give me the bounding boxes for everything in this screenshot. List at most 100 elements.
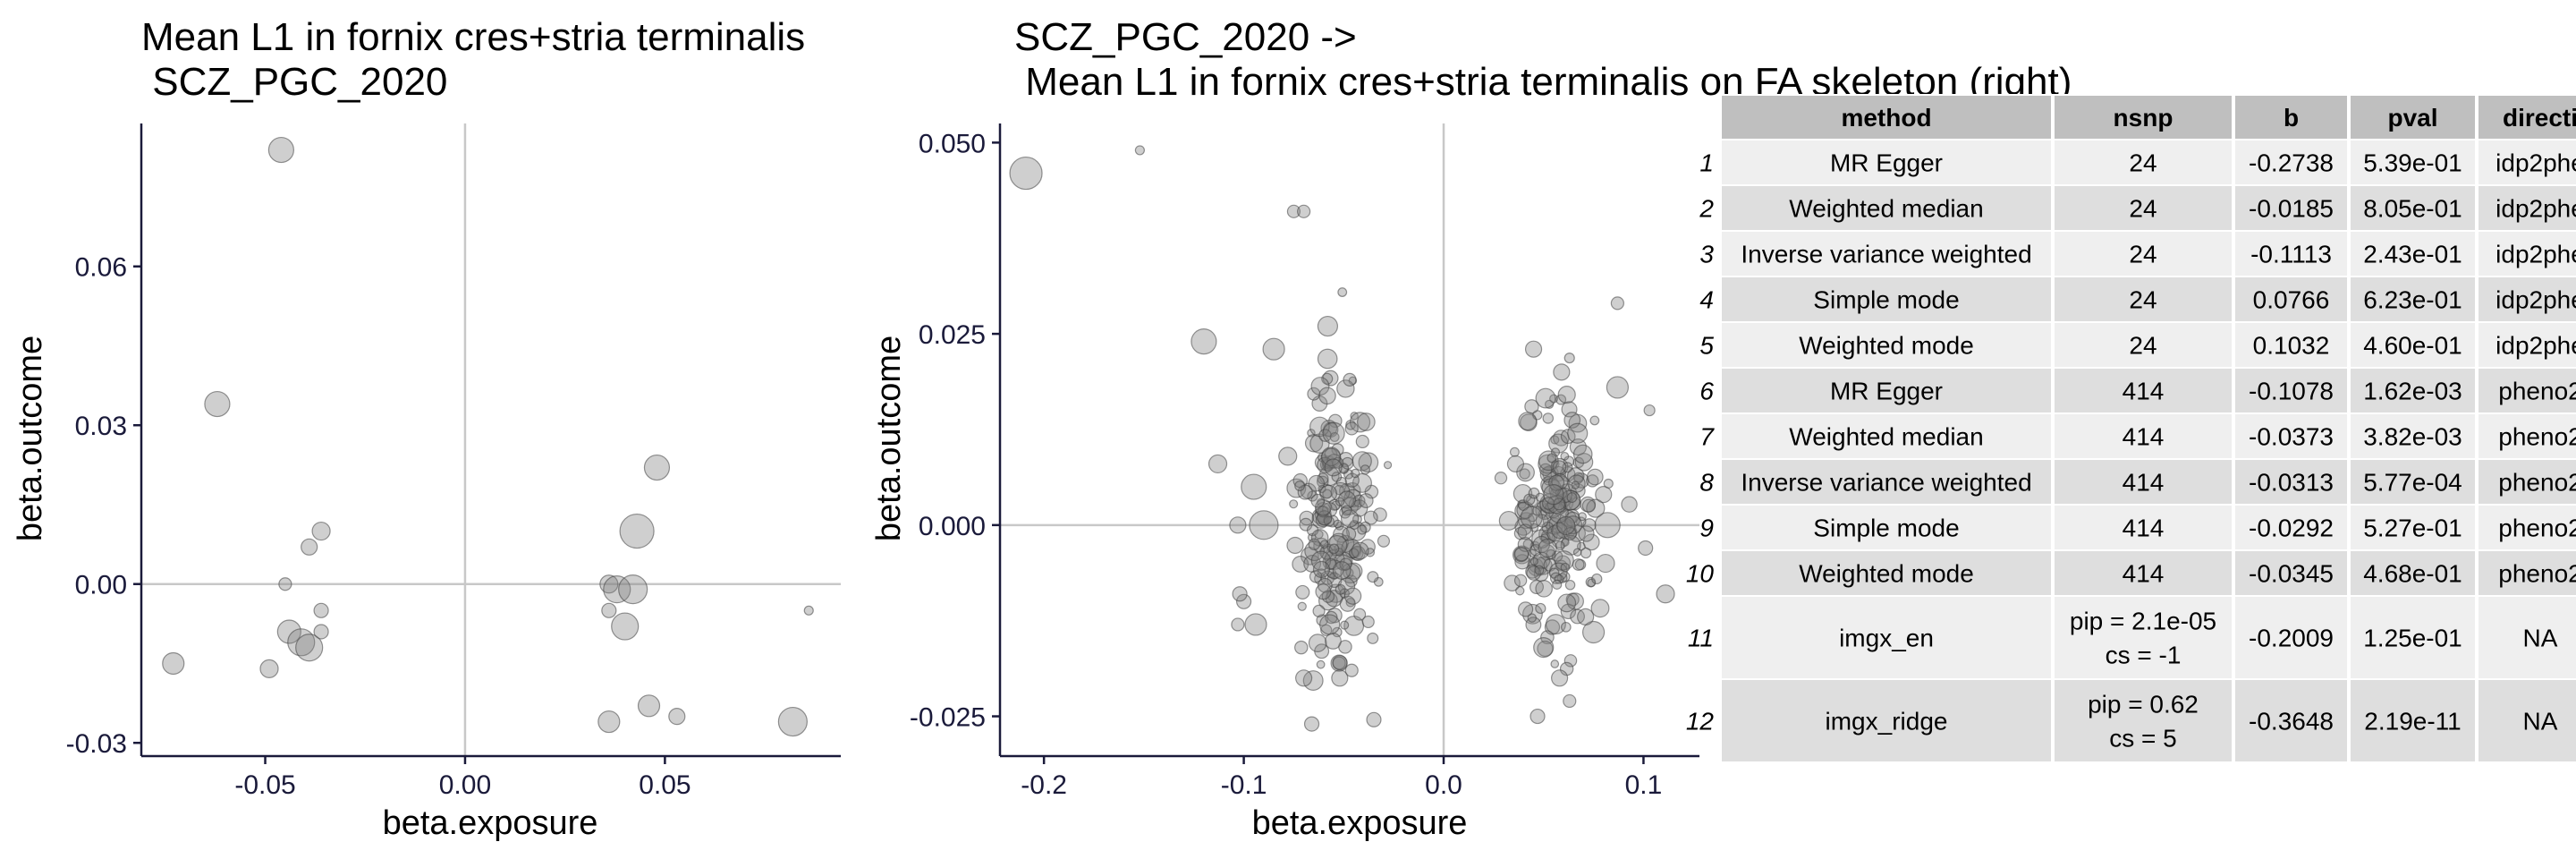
- table-row: 2 Weighted median 24 -0.0185 8.05e-01 idp2phe: [1699, 184, 2576, 232]
- right-data-point: [1308, 474, 1326, 492]
- right-data-point: [1357, 524, 1368, 535]
- right-data-point: [1208, 454, 1228, 474]
- right-data-point: [1332, 561, 1352, 580]
- right-data-point: [1513, 574, 1528, 587]
- left-data-point: [603, 575, 631, 604]
- right-data-point: [1563, 654, 1578, 668]
- right-data-point: [1527, 613, 1538, 623]
- right-data-point: [1302, 670, 1324, 691]
- right-chart-title-line-1: SCZ_PGC_2020 ->: [1014, 15, 1357, 59]
- right-data-point: [1513, 483, 1533, 504]
- table-cell: [1720, 678, 2053, 763]
- right-data-point: [1564, 579, 1576, 591]
- table-cell: [2053, 504, 2233, 551]
- table-cell: [2477, 678, 2576, 763]
- right-data-point: [1552, 460, 1567, 475]
- right-data-point: [1325, 633, 1342, 650]
- right-data-point: [1537, 640, 1554, 658]
- right-data-point: [1315, 583, 1332, 600]
- table-cell-text: 414: [2123, 423, 2165, 451]
- left-data-point: [278, 577, 292, 591]
- right-data-point: [1535, 387, 1556, 409]
- right-data-point: [1546, 453, 1557, 464]
- right-data-point: [1550, 669, 1569, 687]
- right-x-tick-label: 0.0: [1425, 770, 1462, 800]
- table-row-number: 11: [1688, 625, 1714, 652]
- right-data-point: [1574, 453, 1594, 472]
- table-cell-text: pip = 2.1e-05: [2070, 608, 2216, 635]
- right-data-point: [1358, 452, 1379, 473]
- table-cell-text: Simple mode: [1813, 515, 1959, 542]
- right-data-point: [1351, 541, 1369, 560]
- right-data-point: [1191, 328, 1217, 355]
- right-data-point: [1377, 534, 1391, 548]
- right-data-point: [1241, 473, 1267, 500]
- table-row: 7 Weighted median 414 -0.0373 3.82e-03 pheno2: [1699, 412, 2576, 460]
- right-data-point: [1542, 412, 1555, 424]
- table-cell-text: -0.2738: [2249, 149, 2334, 177]
- table-cell: [2349, 139, 2477, 186]
- right-y-tick-label: 0.000: [919, 512, 986, 541]
- table-cell: [1720, 504, 2053, 551]
- right-data-point: [1590, 599, 1610, 618]
- right-data-point: [1009, 156, 1043, 191]
- table-cell-text: 414: [2123, 515, 2165, 542]
- right-data-point: [1621, 496, 1638, 513]
- right-data-point: [1545, 614, 1566, 635]
- table-cell: [1720, 595, 2053, 680]
- right-data-point: [1535, 602, 1546, 615]
- right-data-point: [1372, 507, 1387, 523]
- table-cell-text: pheno2: [2498, 378, 2576, 405]
- right-data-point: [1560, 562, 1571, 573]
- table-cell-text: idp2phe: [2496, 195, 2576, 223]
- right-data-point: [1308, 538, 1321, 550]
- table-cell-text: MR Egger: [1830, 149, 1943, 177]
- table-cell: [1720, 367, 2053, 414]
- right-data-point: [1295, 584, 1310, 600]
- right-x-tick-label: -0.1: [1221, 770, 1267, 800]
- left-data-point: [601, 602, 617, 618]
- table-row-number: 9: [1699, 515, 1714, 542]
- right-data-point: [1526, 566, 1541, 581]
- right-data-point: [1566, 467, 1585, 485]
- right-data-point: [1524, 340, 1543, 358]
- right-data-point: [1306, 523, 1319, 537]
- right-data-point: [1336, 379, 1355, 398]
- right-data-point: [1533, 637, 1555, 659]
- right-data-point: [1310, 377, 1330, 396]
- left-x-axis-title: beta.exposure: [383, 804, 598, 842]
- right-data-point: [1594, 512, 1621, 539]
- table-cell-text: -0.0345: [2249, 560, 2334, 588]
- right-data-point: [1531, 506, 1542, 516]
- right-data-point: [1509, 447, 1520, 457]
- right-data-point: [1561, 401, 1578, 418]
- table-cell: [1720, 184, 2053, 232]
- right-data-point: [1560, 621, 1572, 633]
- right-data-point: [1589, 415, 1600, 426]
- table-cell: [2349, 595, 2477, 680]
- right-data-point: [1318, 387, 1336, 405]
- table-row-number: 1: [1699, 149, 1714, 177]
- table-row: 10 Weighted mode 414 -0.0345 4.68e-01 pheno2: [1686, 549, 2576, 597]
- table-header-nsnp: nsnp: [2114, 104, 2174, 132]
- table-cell-text: Weighted mode: [1799, 332, 1974, 360]
- left-x-tick-label: 0.05: [639, 770, 691, 800]
- right-data-point: [1363, 510, 1378, 525]
- table-row: 4 Simple mode 24 0.0766 6.23e-01 idp2phe: [1699, 276, 2576, 323]
- right-data-point: [1360, 464, 1370, 475]
- right-data-point: [1343, 587, 1362, 605]
- right-data-point: [1317, 577, 1333, 593]
- right-data-point: [1572, 548, 1582, 557]
- table-cell: [2053, 595, 2233, 680]
- table-cell: [2233, 184, 2349, 232]
- right-data-point: [1319, 484, 1338, 503]
- table-row-number: 4: [1699, 286, 1714, 314]
- table-cell: [2233, 230, 2349, 277]
- left-x-tick-label: -0.05: [234, 770, 295, 800]
- table-cell: [2477, 276, 2576, 323]
- table-header-b: b: [2284, 104, 2299, 132]
- right-data-point: [1366, 711, 1382, 727]
- right-data-point: [1358, 493, 1374, 508]
- table-row: 3 Inverse variance weighted 24 -0.1113 2.43e…: [1699, 230, 2576, 277]
